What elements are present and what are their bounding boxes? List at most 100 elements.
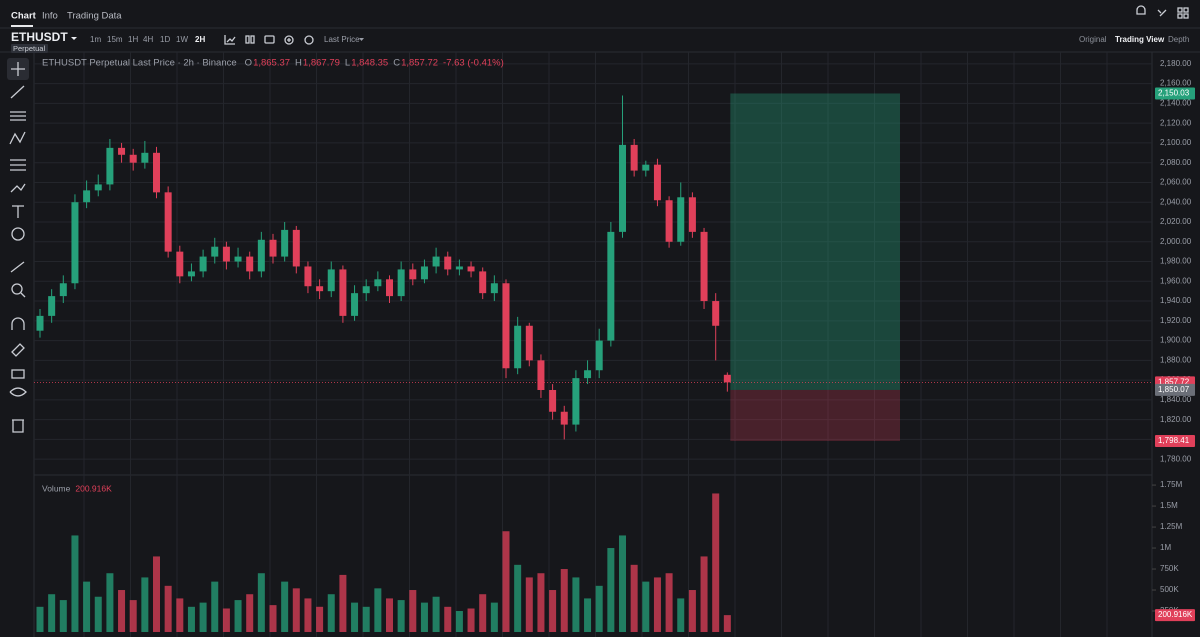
volume-bar <box>327 594 335 632</box>
volume-bar <box>584 598 592 632</box>
dropdown-arrow <box>71 37 77 40</box>
volume-marker-label: 200.916K <box>1158 610 1193 619</box>
candle-body <box>106 147 114 185</box>
candle-body <box>351 293 359 316</box>
volume-bar <box>351 602 359 632</box>
left-toolbar[interactable] <box>7 58 29 433</box>
candle-body <box>71 202 79 284</box>
candle-body <box>444 256 452 270</box>
volume-bar <box>467 608 475 632</box>
toolbar-icons <box>224 5 1189 45</box>
volume-bar <box>502 531 510 632</box>
y-tick-label: 1,880.00 <box>1160 355 1192 364</box>
volume-bar <box>164 585 172 632</box>
volume-bar <box>525 577 533 632</box>
volume-bar <box>409 590 417 632</box>
tab[interactable]: Trading Data <box>67 11 122 22</box>
dropdown-arrow <box>359 38 364 41</box>
symbol[interactable]: ETHUSDT <box>11 30 68 44</box>
view-option[interactable]: Trading View <box>1115 35 1165 44</box>
volume-bar <box>222 608 230 632</box>
price-marker <box>1155 383 1195 396</box>
volume-bar <box>595 585 603 632</box>
ohlc-legend: L <box>345 58 350 69</box>
price-type[interactable]: Last Price <box>324 35 360 44</box>
volume-bar <box>211 581 219 632</box>
tab[interactable]: Chart <box>11 11 37 22</box>
candle-body <box>723 374 731 383</box>
candle-body <box>187 271 195 277</box>
volume-bar <box>665 573 673 632</box>
candle-body <box>432 256 440 267</box>
ohlc-legend: 1,857.72 <box>401 58 438 69</box>
volume-bar <box>455 611 463 632</box>
y-tick-label: 2,160.00 <box>1160 79 1192 88</box>
y-tick-label: 2,180.00 <box>1160 59 1192 68</box>
candle-body <box>584 370 592 379</box>
volume-bar <box>642 581 650 632</box>
candle-body <box>560 411 568 425</box>
y-tick-label: 2,100.00 <box>1160 138 1192 147</box>
candle-body <box>36 315 44 331</box>
price-marker <box>1155 434 1195 447</box>
volume-bar <box>129 600 137 632</box>
candle-body <box>316 286 324 292</box>
interval[interactable]: 1m <box>90 35 101 44</box>
volume-legend: 200.916K <box>75 483 112 493</box>
candle-body <box>514 325 522 369</box>
volume-bar <box>549 590 557 632</box>
volume-bar <box>141 577 149 632</box>
volume-bar <box>292 588 300 632</box>
candle-body <box>141 152 149 163</box>
volume-bar <box>118 590 126 632</box>
badge: Perpetual <box>13 44 45 53</box>
candle-body <box>549 390 557 412</box>
candle-body <box>176 251 184 277</box>
tab-underline <box>11 25 33 27</box>
volume-bar <box>560 569 568 632</box>
candle-body <box>595 340 603 371</box>
price-marker-label: 1,850.07 <box>1158 385 1190 394</box>
interval[interactable]: 15m <box>107 35 123 44</box>
stop-zone <box>730 389 900 441</box>
volume-bar <box>281 581 289 632</box>
candle-body <box>572 378 580 425</box>
volume-bar <box>723 615 731 632</box>
ohlc-legend: 1,865.37 <box>253 58 290 69</box>
volume-bar <box>153 556 160 632</box>
tab[interactable]: Info <box>42 11 58 22</box>
interval[interactable]: 1W <box>176 35 188 44</box>
candle-body <box>374 279 382 287</box>
price-marker-label: 1,857.72 <box>1158 377 1190 386</box>
chart-title: ETHUSDT Perpetual Last Price · 2h · Bina… <box>42 58 237 69</box>
ohlc-legend: C <box>393 58 400 69</box>
volume-bar <box>246 594 254 632</box>
volume-bar <box>630 564 638 632</box>
interval[interactable]: 2H <box>195 35 205 44</box>
candle-body <box>304 266 312 287</box>
y-tick-label: 2,020.00 <box>1160 217 1192 226</box>
interval[interactable]: 4H <box>143 35 153 44</box>
volume-bar <box>700 556 708 632</box>
candle-body <box>642 164 650 171</box>
volume-bar <box>432 596 440 632</box>
view-option[interactable]: Depth <box>1168 35 1189 44</box>
volume-bar <box>257 573 265 632</box>
y-tick-label: 2,060.00 <box>1160 178 1192 187</box>
candle-body <box>455 266 463 270</box>
volume-bar <box>712 493 720 632</box>
candle-body <box>153 152 160 193</box>
y-tick-label: 1,900.00 <box>1160 336 1192 345</box>
volume-bar <box>420 602 428 632</box>
target-zone <box>730 93 900 390</box>
candle-body <box>211 246 219 257</box>
candle-body <box>409 269 417 280</box>
y-tick-label: 1,780.00 <box>1160 454 1192 463</box>
ohlc-legend: 1,867.79 <box>303 58 340 69</box>
volume-bar <box>653 577 661 632</box>
view-option[interactable]: Original <box>1079 35 1107 44</box>
y-tick-label: 1,960.00 <box>1160 276 1192 285</box>
interval[interactable]: 1H <box>128 35 138 44</box>
interval[interactable]: 1D <box>160 35 170 44</box>
